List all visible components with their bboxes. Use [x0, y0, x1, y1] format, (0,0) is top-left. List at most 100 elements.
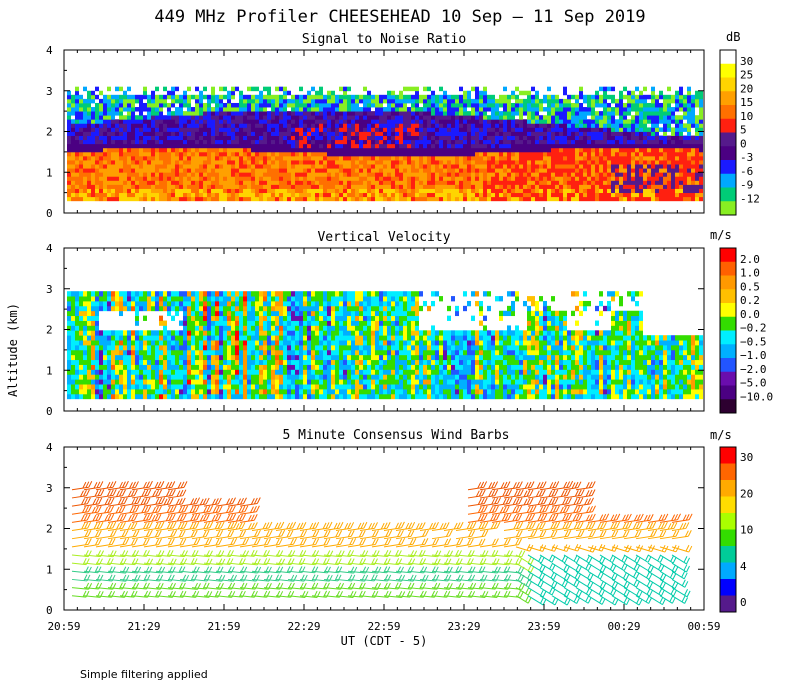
snr-cell	[415, 90, 419, 96]
snr-cell	[119, 196, 123, 202]
snr-cell	[119, 94, 123, 100]
snr-cell	[67, 139, 71, 145]
snr-cell	[275, 86, 279, 92]
snr-cell	[599, 94, 603, 100]
snr-cell	[403, 155, 407, 161]
snr-cell	[699, 131, 703, 136]
snr-cell	[579, 168, 583, 173]
snr-cell	[579, 180, 583, 185]
snr-cell	[203, 176, 207, 181]
snr-cell	[347, 164, 351, 169]
snr-cell	[691, 168, 695, 173]
velocity-cell	[127, 296, 131, 302]
snr-cell	[567, 176, 571, 181]
velocity-cell	[103, 379, 107, 385]
snr-cell	[183, 192, 187, 198]
snr-cell	[459, 135, 463, 141]
snr-cell	[223, 160, 227, 165]
velocity-cell	[83, 291, 87, 297]
snr-cell	[411, 155, 415, 161]
snr-cell	[223, 164, 227, 169]
snr-cell	[191, 188, 195, 194]
snr-cell	[567, 107, 571, 112]
snr-cell	[567, 94, 571, 100]
snr-cell	[87, 196, 91, 202]
snr-cell	[227, 131, 231, 136]
snr-cell	[699, 143, 703, 149]
snr-cell	[323, 188, 327, 194]
snr-cell	[543, 147, 547, 153]
snr-cell	[123, 176, 127, 181]
snr-cell	[691, 176, 695, 181]
snr-cell	[679, 131, 683, 136]
snr-cell	[643, 172, 647, 177]
snr-cell	[547, 111, 551, 116]
snr-cell	[595, 168, 599, 173]
snr-cell	[183, 164, 187, 169]
snr-cell	[387, 176, 391, 181]
snr-cell	[487, 180, 491, 185]
snr-cell	[399, 188, 403, 194]
velocity-cell	[175, 340, 179, 346]
snr-cell	[271, 123, 275, 128]
snr-cell	[215, 143, 219, 149]
snr-cell	[211, 168, 215, 173]
snr-cell	[247, 172, 251, 177]
snr-cell	[495, 164, 499, 169]
snr-cell	[531, 115, 535, 120]
velocity-cell	[171, 296, 175, 302]
snr-cell	[695, 143, 699, 149]
snr-cell	[187, 111, 191, 116]
velocity-cell	[75, 320, 79, 326]
velocity-cell	[67, 354, 71, 361]
snr-cell	[159, 115, 163, 120]
snr-cell	[147, 192, 151, 198]
velocity-cell	[171, 335, 175, 341]
snr-cell	[67, 111, 71, 116]
snr-cell	[231, 90, 235, 96]
snr-cell	[427, 196, 431, 202]
snr-cell	[111, 192, 115, 198]
velocity-cell	[143, 369, 147, 375]
snr-cell	[331, 147, 335, 153]
snr-cell	[667, 168, 671, 173]
velocity-cell	[83, 349, 87, 356]
snr-cell	[331, 188, 335, 194]
snr-cell	[651, 123, 655, 128]
snr-cell	[363, 119, 367, 124]
snr-cell	[611, 94, 615, 100]
snr-cell	[335, 119, 339, 124]
snr-cell	[223, 86, 227, 92]
snr-cell	[91, 111, 95, 116]
snr-cell	[463, 176, 467, 181]
snr-cell	[115, 94, 119, 100]
velocity-cell	[155, 330, 159, 336]
velocity-cell	[67, 393, 71, 400]
snr-cell	[575, 98, 579, 104]
snr-cell	[127, 184, 131, 189]
snr-cell	[171, 168, 175, 173]
velocity-cell	[107, 393, 111, 400]
snr-cell	[383, 94, 387, 100]
snr-cell	[79, 160, 83, 165]
snr-cell	[591, 188, 595, 194]
snr-cell	[423, 180, 427, 185]
velocity-cell	[95, 344, 99, 351]
velocity-cell	[147, 344, 151, 351]
snr-cell	[239, 98, 243, 104]
snr-cell	[571, 115, 575, 120]
snr-cell	[467, 188, 471, 194]
snr-cell	[223, 172, 227, 177]
snr-cell	[411, 131, 415, 136]
snr-cell	[383, 192, 387, 198]
snr-cell	[339, 151, 343, 157]
snr-cell	[611, 139, 615, 145]
snr-cell	[187, 131, 191, 136]
snr-cell	[695, 135, 699, 141]
velocity-cell	[155, 349, 159, 356]
snr-cell	[599, 172, 603, 177]
snr-cell	[559, 111, 563, 116]
snr-cell	[391, 172, 395, 177]
velocity-cell	[131, 384, 135, 390]
snr-cell	[391, 168, 395, 173]
